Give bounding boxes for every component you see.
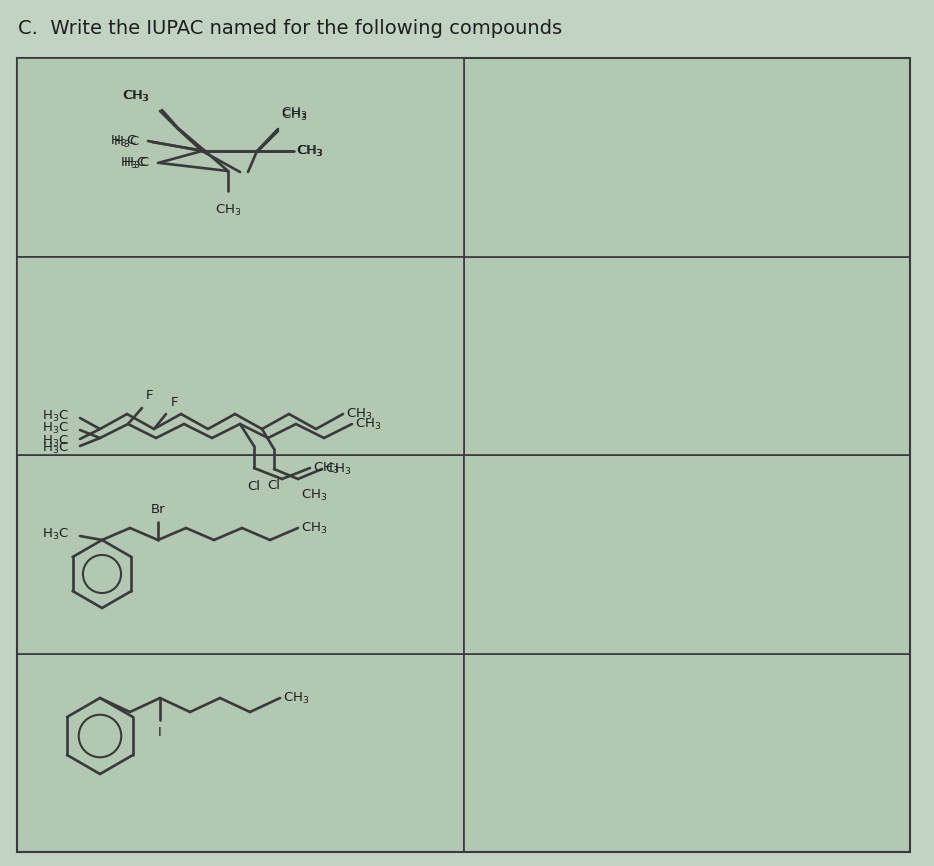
Bar [463, 256, 910, 455]
Text: CH$_3$: CH$_3$ [301, 520, 328, 535]
Text: H$_3$C: H$_3$C [42, 409, 69, 423]
Text: CH$_3$: CH$_3$ [281, 106, 307, 121]
Bar [17, 256, 463, 455]
Text: CH$_3$: CH$_3$ [215, 203, 241, 218]
Text: CH$_3$: CH$_3$ [122, 89, 149, 104]
Text: F: F [171, 396, 178, 409]
Text: H$_3$C: H$_3$C [42, 434, 69, 449]
Bar [17, 58, 463, 256]
Bar [17, 654, 463, 852]
Text: H$_3$C: H$_3$C [113, 134, 140, 150]
Text: Cl: Cl [267, 479, 280, 492]
Bar [17, 256, 463, 455]
Text: I: I [158, 726, 162, 739]
Bar [463, 58, 910, 256]
Text: Cl: Cl [248, 480, 261, 493]
Text: CH$_3$: CH$_3$ [346, 406, 373, 422]
Text: H$_3$C: H$_3$C [123, 156, 149, 171]
Text: C.  Write the IUPAC named for the following compounds: C. Write the IUPAC named for the followi… [18, 18, 562, 37]
Text: CH$_3$: CH$_3$ [297, 144, 323, 158]
Text: F: F [146, 389, 153, 402]
Text: H$_3$C: H$_3$C [42, 527, 69, 541]
Text: H$_3$C: H$_3$C [42, 421, 69, 436]
Text: H$_3$C: H$_3$C [110, 133, 137, 149]
Text: CH$_3$: CH$_3$ [281, 108, 307, 123]
Text: Br: Br [150, 503, 165, 516]
Bar [17, 256, 463, 455]
Text: CH$_3$: CH$_3$ [355, 417, 381, 431]
Text: H$_3$C: H$_3$C [42, 441, 69, 456]
Bar [17, 58, 463, 256]
Text: CH$_3$: CH$_3$ [301, 488, 328, 502]
Text: CH$_3$: CH$_3$ [296, 144, 322, 158]
Bar [463, 455, 910, 654]
Bar [463, 654, 910, 852]
Text: CH$_3$: CH$_3$ [283, 690, 309, 706]
Bar [17, 58, 463, 256]
Text: CH$_3$: CH$_3$ [313, 461, 339, 475]
Text: H$_3$C: H$_3$C [120, 156, 147, 171]
Text: CH$_3$: CH$_3$ [325, 462, 351, 476]
Text: CH$_3$: CH$_3$ [121, 89, 148, 104]
Bar [17, 455, 463, 654]
